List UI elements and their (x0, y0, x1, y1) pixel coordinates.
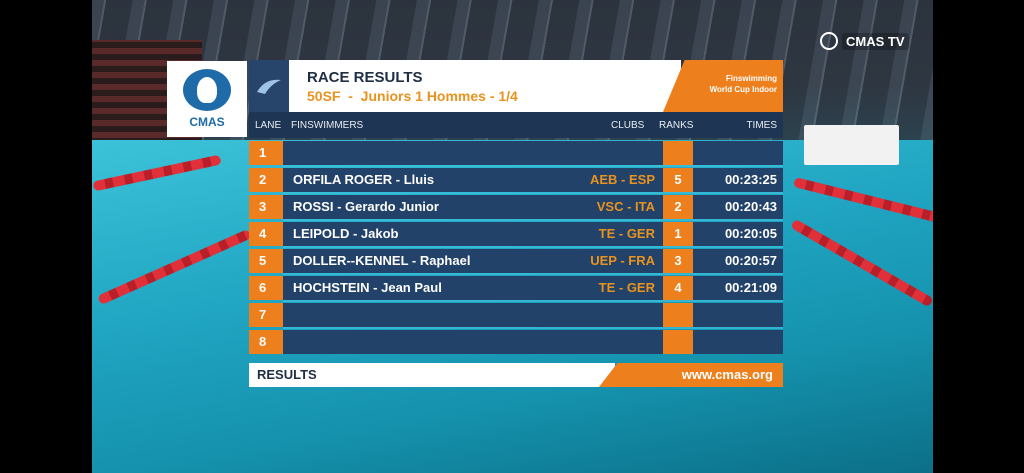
race-time: 00:20:57 (693, 249, 783, 273)
cmas-emblem-icon (820, 32, 838, 50)
federation-logo: CMAS (167, 61, 247, 137)
race-subtitle: 50SF - Juniors 1 Hommes - 1/4 (307, 88, 518, 104)
rank-value: 2 (663, 195, 693, 219)
rank-value: 5 (663, 168, 693, 192)
club-code: VSC - ITA (596, 199, 655, 214)
lane-number: 4 (249, 222, 283, 246)
row-divider (283, 246, 783, 248)
rank-value (663, 303, 693, 327)
lane-number: 6 (249, 276, 283, 300)
results-board: RACE RESULTS 50SF - Juniors 1 Hommes - 1… (249, 60, 783, 388)
athlete-name: DOLLER--KENNEL - Raphael (293, 253, 471, 268)
event-line-1: Finswimming (725, 74, 777, 83)
channel-logo-text: CMAS TV (842, 32, 909, 50)
poolside-banner (804, 125, 899, 165)
race-time (693, 330, 783, 354)
race-time: 00:20:43 (693, 195, 783, 219)
page-title: RACE RESULTS (307, 69, 423, 86)
footer-label: RESULTS (257, 367, 317, 382)
row-divider (283, 219, 783, 221)
rank-value (663, 141, 693, 165)
lane-number: 3 (249, 195, 283, 219)
athlete-name: ORFILA ROGER - Lluis (293, 172, 435, 187)
row-divider (283, 192, 783, 194)
club-code: UEP - FRA (590, 253, 655, 268)
athlete-name: LEIPOLD - Jakob (293, 226, 399, 241)
results-table: 1 2 ORFILA ROGER - Lluis AEB - ESP 5 00:… (249, 140, 783, 356)
lane-number: 8 (249, 330, 283, 354)
lane-number: 5 (249, 249, 283, 273)
header-title-panel (289, 60, 681, 112)
footer-url: www.cmas.org (681, 367, 773, 382)
event-name: Finswimming World Cup Indoor (679, 73, 777, 95)
athlete-name: ROSSI - Gerardo Junior (293, 199, 439, 214)
event-line-2: World Cup Indoor (709, 85, 777, 94)
header-event-panel (663, 60, 783, 112)
table-row: 7 (249, 302, 783, 329)
club-code: AEB - ESP (589, 172, 655, 187)
table-row: 6 HOCHSTEIN - Jean Paul TE - GER 4 00:21… (249, 275, 783, 302)
row-background (283, 303, 663, 327)
row-background (283, 195, 663, 219)
row-background (283, 141, 663, 165)
club-code: TE - GER (598, 280, 655, 295)
column-header-bar: LANE FINSWIMMERS CLUBS RANKS TIMES (249, 112, 783, 138)
footer-url-panel (599, 363, 783, 387)
column-header-athlete: FINSWIMMERS (291, 120, 364, 131)
rank-value (663, 330, 693, 354)
row-background (283, 168, 663, 192)
race-time (693, 303, 783, 327)
table-row: 8 (249, 329, 783, 356)
race-time: 00:21:09 (693, 276, 783, 300)
row-background (283, 276, 663, 300)
table-row: 2 ORFILA ROGER - Lluis AEB - ESP 5 00:23… (249, 167, 783, 194)
column-header-club: CLUBS (611, 120, 645, 131)
row-background (283, 330, 663, 354)
rank-value: 1 (663, 222, 693, 246)
row-background (283, 249, 663, 273)
row-divider (283, 273, 783, 275)
row-divider (283, 300, 783, 302)
column-header-time: TIMES (746, 120, 777, 131)
lane-number: 1 (249, 141, 283, 165)
rank-value: 3 (663, 249, 693, 273)
race-time (693, 141, 783, 165)
table-row: 4 LEIPOLD - Jakob TE - GER 1 00:20:05 (249, 221, 783, 248)
federation-logo-text: CMAS (189, 115, 225, 129)
table-row: 5 DOLLER--KENNEL - Raphael UEP - FRA 3 0… (249, 248, 783, 275)
race-time: 00:20:05 (693, 222, 783, 246)
channel-logo: CMAS TV (820, 32, 909, 50)
athlete-name: HOCHSTEIN - Jean Paul (293, 280, 442, 295)
lane-number: 7 (249, 303, 283, 327)
footer-label-panel (249, 363, 615, 387)
table-row: 1 (249, 140, 783, 167)
column-header-lane: LANE (255, 120, 282, 131)
row-background (283, 222, 663, 246)
column-header-rank: RANKS (659, 120, 694, 131)
row-divider (283, 165, 783, 167)
header-icon-box (249, 60, 289, 112)
cmas-emblem-icon (183, 69, 231, 111)
swimmer-icon (257, 79, 281, 94)
race-time: 00:23:25 (693, 168, 783, 192)
rank-value: 4 (663, 276, 693, 300)
lane-number: 2 (249, 168, 283, 192)
row-divider (283, 327, 783, 329)
table-row: 3 ROSSI - Gerardo Junior VSC - ITA 2 00:… (249, 194, 783, 221)
club-code: TE - GER (598, 226, 655, 241)
